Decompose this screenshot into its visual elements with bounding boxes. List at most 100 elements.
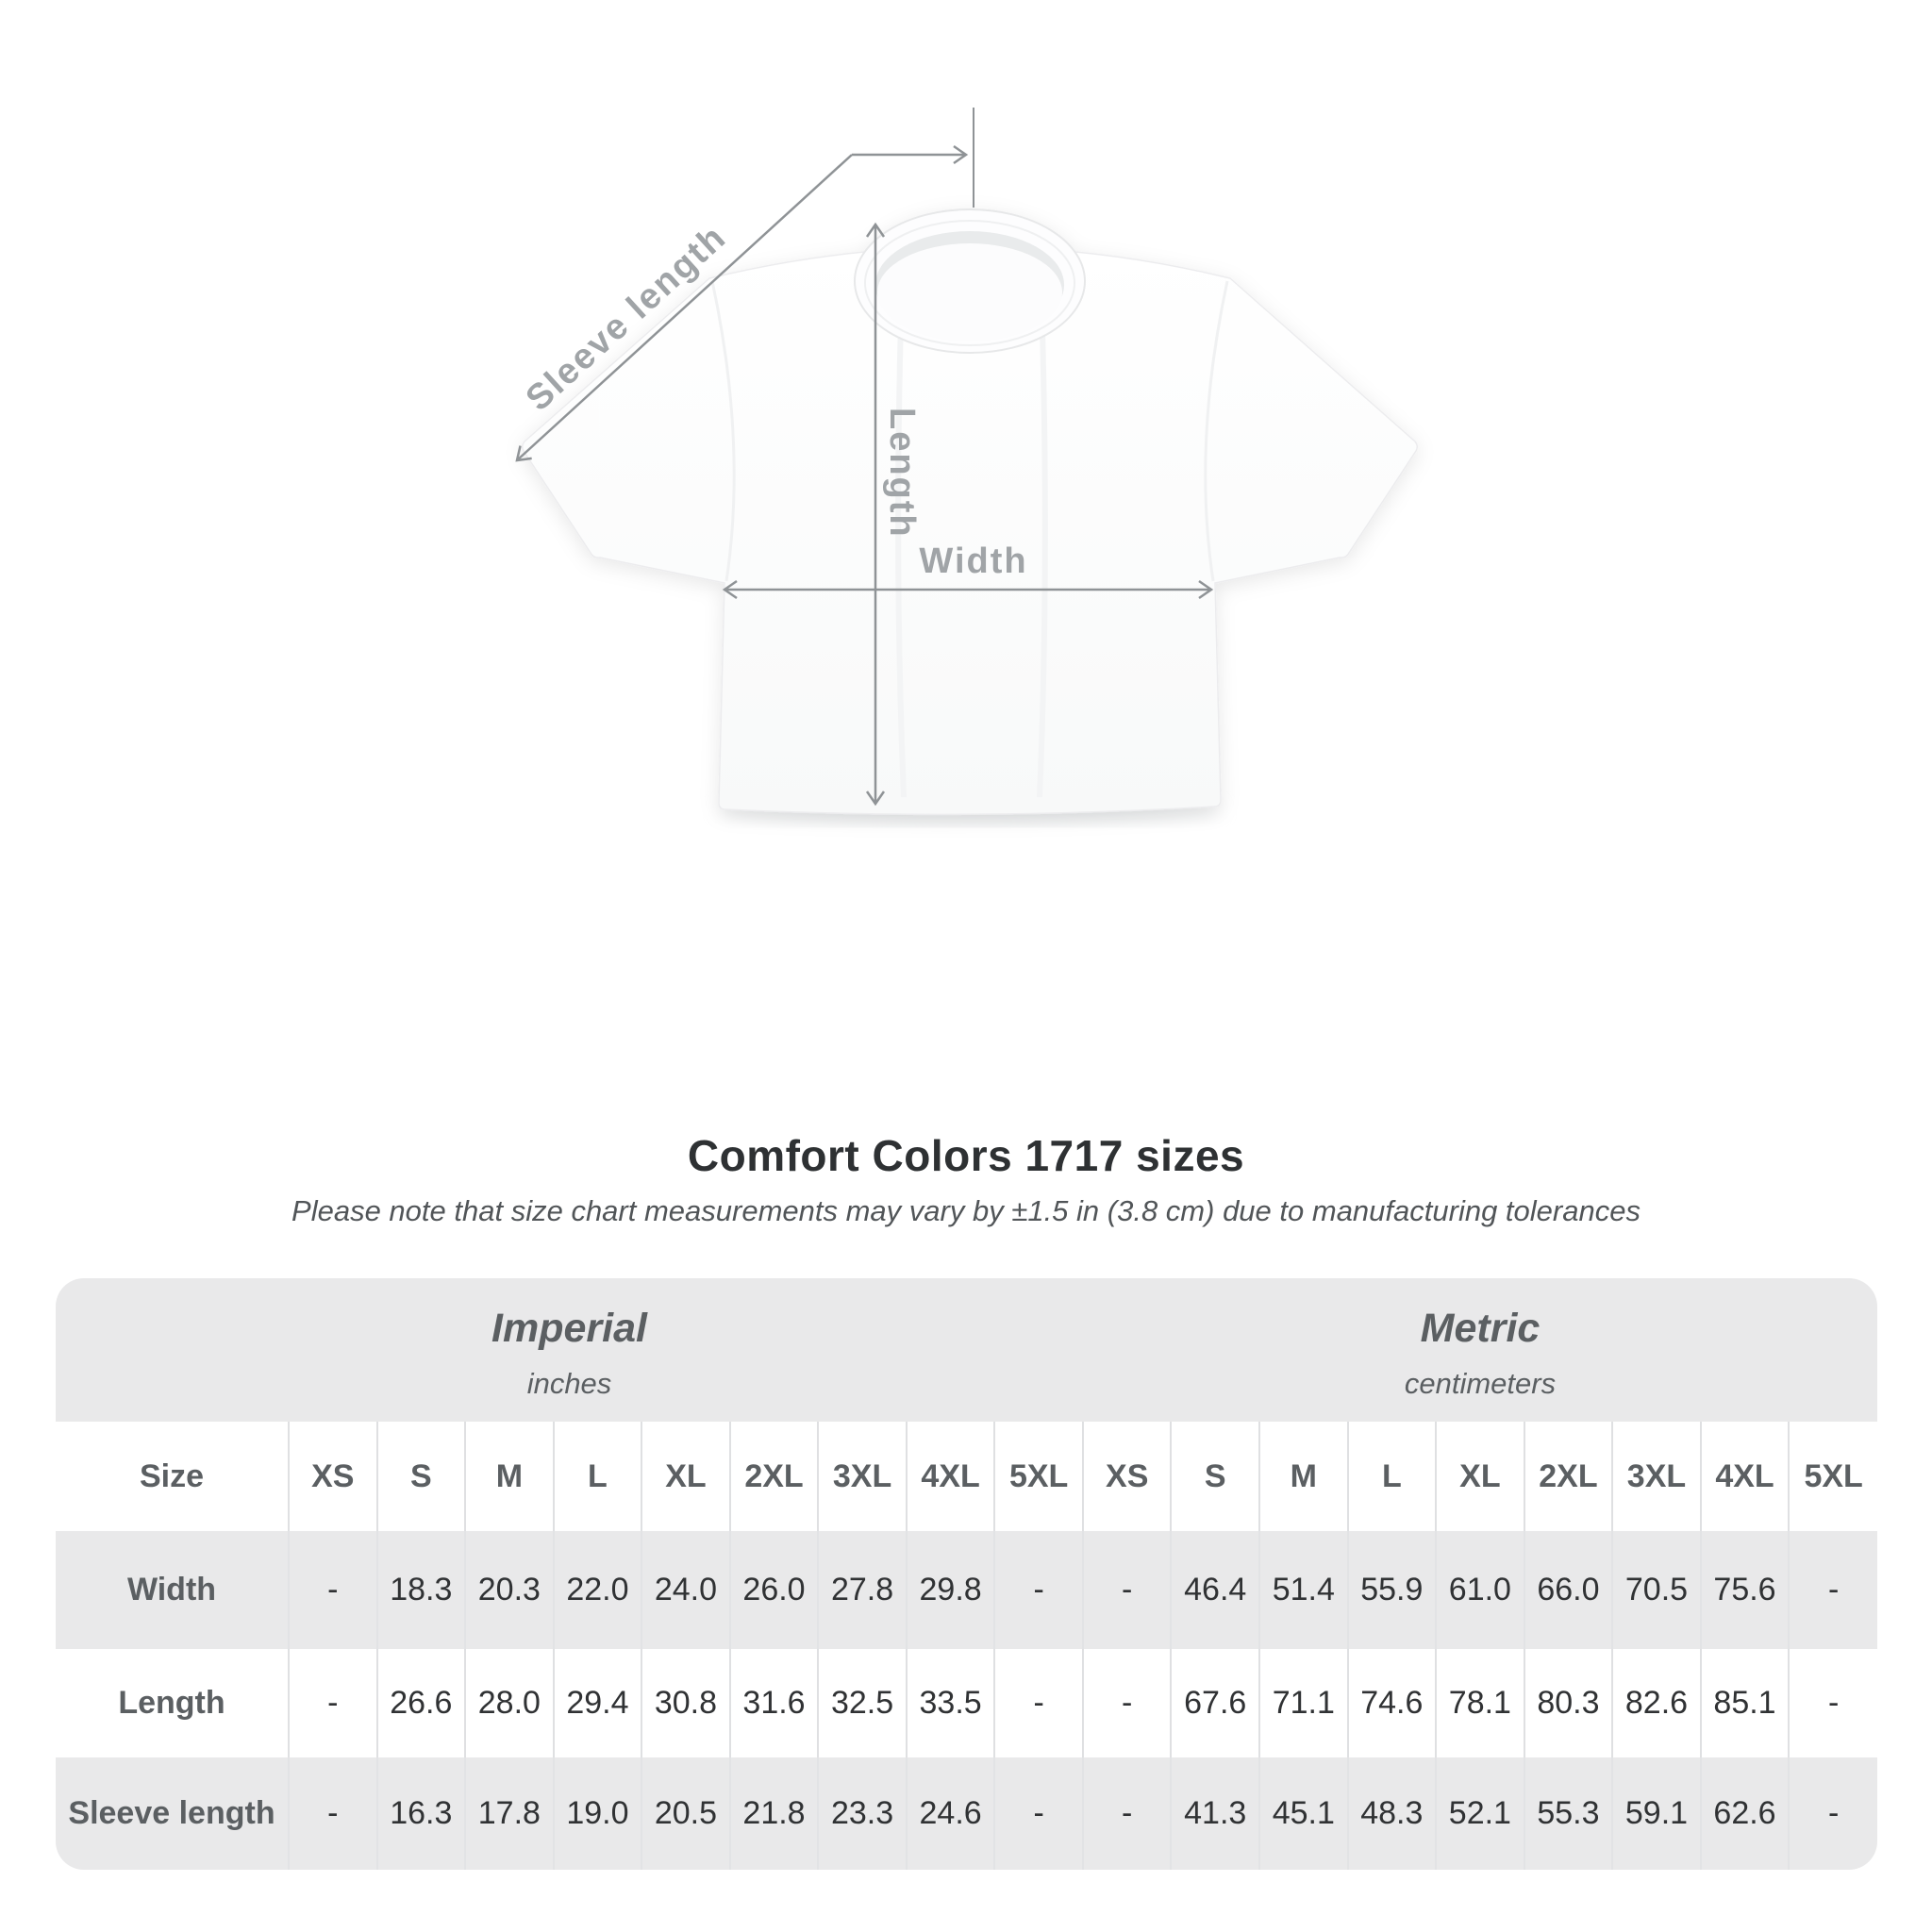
value-cell: - [993, 1757, 1083, 1870]
size-col-header: 4XL [1699, 1422, 1790, 1531]
value-cell: 61.0 [1435, 1531, 1524, 1649]
value-cell: 24.6 [905, 1757, 995, 1870]
row-label-cell: Width [56, 1531, 289, 1649]
tshirt-body [521, 245, 1419, 816]
value-cell: 26.6 [375, 1649, 466, 1757]
row-label-cell: Length [56, 1649, 289, 1757]
measurement-lines [515, 108, 1214, 807]
value-cell: - [1081, 1757, 1172, 1870]
right-armhole-seam [1204, 280, 1229, 582]
left-armhole-seam [710, 280, 736, 582]
value-cell: 20.3 [464, 1531, 554, 1649]
value-cell: - [993, 1531, 1083, 1649]
size-label-cell: Size [56, 1422, 289, 1531]
size-col-header: 2XL [1523, 1422, 1613, 1531]
size-col-header: 4XL [905, 1422, 995, 1531]
value-cell: 16.3 [375, 1757, 466, 1870]
value-cell: 51.4 [1258, 1531, 1348, 1649]
value-cell: 55.9 [1346, 1531, 1437, 1649]
sleeve-length-line [515, 154, 853, 462]
value-cell: 41.3 [1170, 1757, 1260, 1870]
size-col-header: 5XL [993, 1422, 1083, 1531]
metric-title: Metric [1420, 1305, 1541, 1351]
value-cell: - [288, 1531, 377, 1649]
imperial-title: Imperial [491, 1305, 647, 1351]
value-cell: 45.1 [1258, 1757, 1348, 1870]
value-cell: - [993, 1649, 1083, 1757]
value-cell: 67.6 [1170, 1649, 1260, 1757]
value-cell: 26.0 [728, 1531, 819, 1649]
value-cell: 70.5 [1611, 1531, 1701, 1649]
size-col-header: XL [641, 1422, 730, 1531]
value-cell: 46.4 [1170, 1531, 1260, 1649]
page-subtitle: Please note that size chart measurements… [291, 1194, 1641, 1227]
value-cell: 29.8 [905, 1531, 995, 1649]
value-cell: 85.1 [1699, 1649, 1790, 1757]
value-cell: 74.6 [1346, 1649, 1437, 1757]
size-table: Size XS S M L XL 2XL 3XL 4XL 5XL XS S M … [56, 1422, 1877, 1870]
size-col-header: 3XL [817, 1422, 907, 1531]
size-col-header: 5XL [1788, 1422, 1877, 1531]
value-cell: - [1081, 1531, 1172, 1649]
size-col-header: L [1346, 1422, 1437, 1531]
size-col-header: S [375, 1422, 466, 1531]
size-header-row: Size XS S M L XL 2XL 3XL 4XL 5XL XS S M … [56, 1422, 1877, 1531]
value-cell: 17.8 [464, 1757, 554, 1870]
size-col-header: 2XL [728, 1422, 819, 1531]
value-cell: 55.3 [1523, 1757, 1613, 1870]
width-label: Width [919, 541, 1027, 581]
value-cell: - [288, 1649, 377, 1757]
value-cell: 82.6 [1611, 1649, 1701, 1757]
length-row: Length - 26.6 28.0 29.4 30.8 31.6 32.5 3… [56, 1649, 1877, 1757]
value-cell: - [1788, 1649, 1877, 1757]
tshirt-illustration [521, 208, 1419, 816]
value-cell: 32.5 [817, 1649, 907, 1757]
value-cell: 52.1 [1435, 1757, 1524, 1870]
value-cell: 31.6 [728, 1649, 819, 1757]
value-cell: 24.0 [641, 1531, 730, 1649]
value-cell: 29.4 [552, 1649, 642, 1757]
fabric-fold [895, 320, 907, 798]
value-cell: - [1788, 1757, 1877, 1870]
value-cell: 78.1 [1435, 1649, 1524, 1757]
tshirt-measurement-diagram: Sleeve length Length Width [515, 108, 1419, 824]
value-cell: 75.6 [1699, 1531, 1790, 1649]
value-cell: 21.8 [728, 1757, 819, 1870]
value-cell: 22.0 [552, 1531, 642, 1649]
size-col-header: M [1258, 1422, 1348, 1531]
size-col-header: XS [1081, 1422, 1172, 1531]
value-cell: 28.0 [464, 1649, 554, 1757]
metric-unit: centimeters [1404, 1366, 1557, 1400]
value-cell: - [288, 1757, 377, 1870]
size-col-header: M [464, 1422, 554, 1531]
sleeve-length-row: Sleeve length - 16.3 17.8 19.0 20.5 21.8… [56, 1757, 1877, 1870]
value-cell: 23.3 [817, 1757, 907, 1870]
size-col-header: S [1170, 1422, 1260, 1531]
value-cell: 48.3 [1346, 1757, 1437, 1870]
size-col-header: L [552, 1422, 642, 1531]
value-cell: 62.6 [1699, 1757, 1790, 1870]
value-cell: - [1788, 1531, 1877, 1649]
value-cell: 59.1 [1611, 1757, 1701, 1870]
size-chart: Imperial inches Metric centimeters Size … [56, 1278, 1877, 1870]
value-cell: 71.1 [1258, 1649, 1348, 1757]
value-cell: - [1081, 1649, 1172, 1757]
imperial-unit: inches [526, 1366, 612, 1400]
value-cell: 30.8 [641, 1649, 730, 1757]
value-cell: 80.3 [1523, 1649, 1613, 1757]
size-col-header: XS [288, 1422, 377, 1531]
value-cell: 27.8 [817, 1531, 907, 1649]
width-row: Width - 18.3 20.3 22.0 24.0 26.0 27.8 29… [56, 1531, 1877, 1649]
size-col-header: 3XL [1611, 1422, 1701, 1531]
row-label-cell: Sleeve length [56, 1757, 289, 1870]
value-cell: 20.5 [641, 1757, 730, 1870]
value-cell: 18.3 [375, 1531, 466, 1649]
imperial-section-header: Imperial inches [56, 1278, 1083, 1422]
value-cell: 33.5 [905, 1649, 995, 1757]
unit-band: Imperial inches Metric centimeters [56, 1278, 1877, 1422]
value-cell: 66.0 [1523, 1531, 1613, 1649]
metric-section-header: Metric centimeters [1083, 1278, 1877, 1422]
fabric-fold [1037, 329, 1048, 798]
size-col-header: XL [1435, 1422, 1524, 1531]
